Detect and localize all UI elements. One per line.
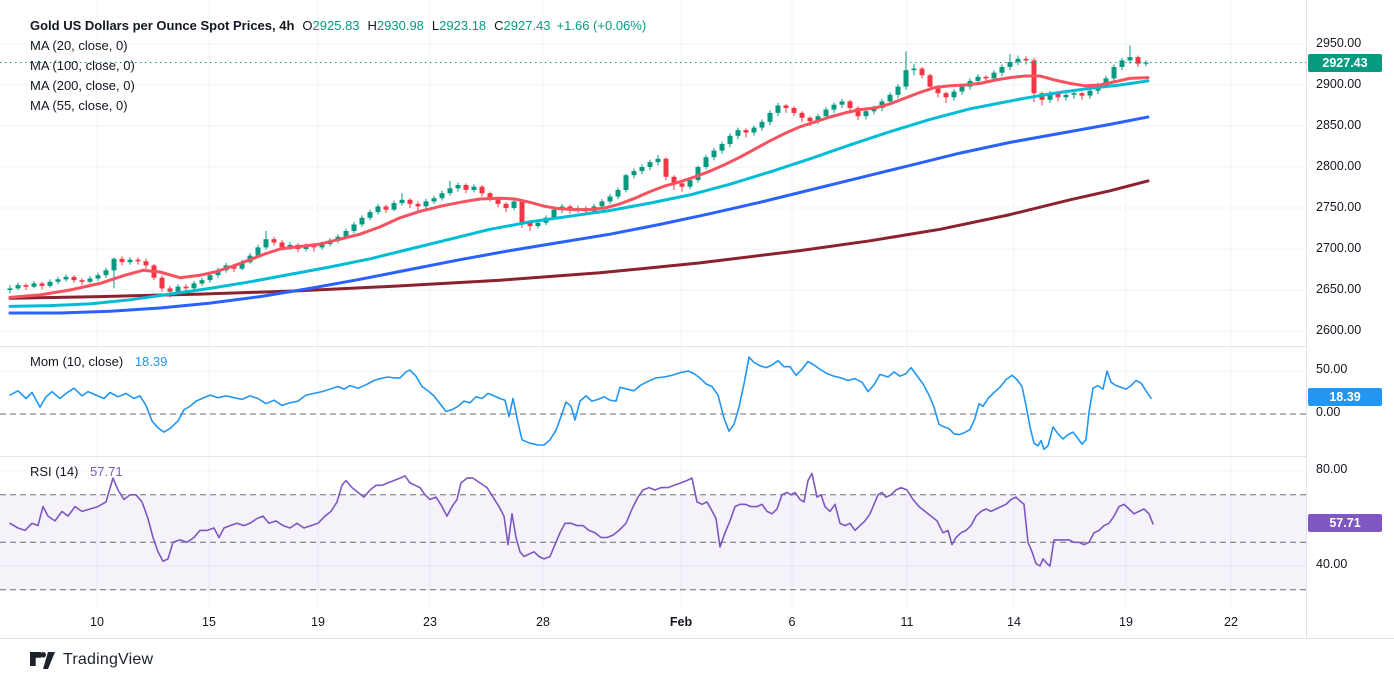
time-tick: 22 bbox=[1224, 615, 1238, 629]
close-label: C bbox=[494, 18, 504, 33]
rsi-chart[interactable] bbox=[0, 457, 1306, 609]
symbol-title: Gold US Dollars per Ounce Spot Prices, 4… bbox=[30, 18, 295, 33]
momentum-tick: 50.00 bbox=[1316, 362, 1348, 376]
price-tick: 2750.00 bbox=[1316, 200, 1362, 214]
price-tick: 2900.00 bbox=[1316, 77, 1362, 91]
time-tick: 19 bbox=[311, 615, 325, 629]
rsi-tick: 40.00 bbox=[1316, 557, 1348, 571]
rsi-tick: 80.00 bbox=[1316, 462, 1348, 476]
change-value: +1.66 (+0.06%) bbox=[556, 18, 647, 33]
tradingview-link[interactable]: TradingView bbox=[30, 651, 153, 669]
rsi-value: 57.71 bbox=[90, 464, 123, 479]
price-tick: 2600.00 bbox=[1316, 323, 1362, 337]
price-tick: 2700.00 bbox=[1316, 241, 1362, 255]
momentum-label: Mom (10, close) bbox=[30, 354, 124, 369]
open-value: 2925.83 bbox=[312, 18, 360, 33]
high-label: H bbox=[367, 18, 377, 33]
momentum-value-label: 18.39 bbox=[1308, 388, 1382, 406]
time-tick: 15 bbox=[202, 615, 216, 629]
ma55-legend[interactable]: MA (55, close, 0) bbox=[30, 98, 128, 113]
close-value: 2927.43 bbox=[503, 18, 551, 33]
ma100-legend[interactable]: MA (100, close, 0) bbox=[30, 58, 135, 73]
high-value: 2930.98 bbox=[376, 18, 424, 33]
chart-footer: TradingView bbox=[0, 639, 1394, 686]
chart-legend: Gold US Dollars per Ounce Spot Prices, 4… bbox=[30, 16, 646, 116]
open-label: O bbox=[302, 18, 313, 33]
ma200-legend[interactable]: MA (200, close, 0) bbox=[30, 78, 135, 93]
time-tick: 23 bbox=[423, 615, 437, 629]
time-tick: 6 bbox=[788, 615, 796, 629]
low-value: 2923.18 bbox=[439, 18, 487, 33]
momentum-chart[interactable] bbox=[0, 347, 1306, 457]
last-price-label: 2927.43 bbox=[1308, 54, 1382, 72]
symbol-legend-row[interactable]: Gold US Dollars per Ounce Spot Prices, 4… bbox=[30, 16, 646, 36]
momentum-value: 18.39 bbox=[134, 354, 168, 369]
tradingview-logo-icon bbox=[30, 651, 55, 669]
momentum-panel[interactable] bbox=[0, 346, 1306, 457]
price-axis[interactable]: 2950.00 2900.00 2850.00 2800.00 2750.00 2700.… bbox=[1306, 0, 1394, 638]
price-tick: 2850.00 bbox=[1316, 118, 1362, 132]
rsi-panel[interactable] bbox=[0, 456, 1306, 609]
time-tick: 14 bbox=[1007, 615, 1021, 629]
momentum-legend[interactable]: Mom (10, close) 18.39 bbox=[30, 352, 167, 372]
time-tick: 11 bbox=[900, 615, 914, 629]
low-label: L bbox=[431, 18, 440, 33]
time-tick: 28 bbox=[536, 615, 550, 629]
price-panel[interactable] bbox=[0, 0, 1306, 346]
time-tick: 10 bbox=[90, 615, 104, 629]
rsi-value-label: 57.71 bbox=[1308, 514, 1382, 532]
time-axis[interactable]: 10 15 19 23 28 Feb 6 11 14 19 22 bbox=[0, 608, 1394, 639]
ma20-legend[interactable]: MA (20, close, 0) bbox=[30, 38, 128, 53]
price-tick: 2650.00 bbox=[1316, 282, 1362, 296]
time-tick: 19 bbox=[1119, 615, 1133, 629]
time-tick: Feb bbox=[669, 615, 693, 629]
price-tick: 2950.00 bbox=[1316, 36, 1362, 50]
candlestick-chart[interactable] bbox=[0, 0, 1306, 346]
rsi-legend[interactable]: RSI (14) 57.71 bbox=[30, 462, 123, 482]
momentum-tick: 0.00 bbox=[1316, 405, 1341, 419]
tradingview-brand-text: TradingView bbox=[63, 651, 154, 668]
price-tick: 2800.00 bbox=[1316, 159, 1362, 173]
rsi-label: RSI (14) bbox=[30, 464, 79, 479]
